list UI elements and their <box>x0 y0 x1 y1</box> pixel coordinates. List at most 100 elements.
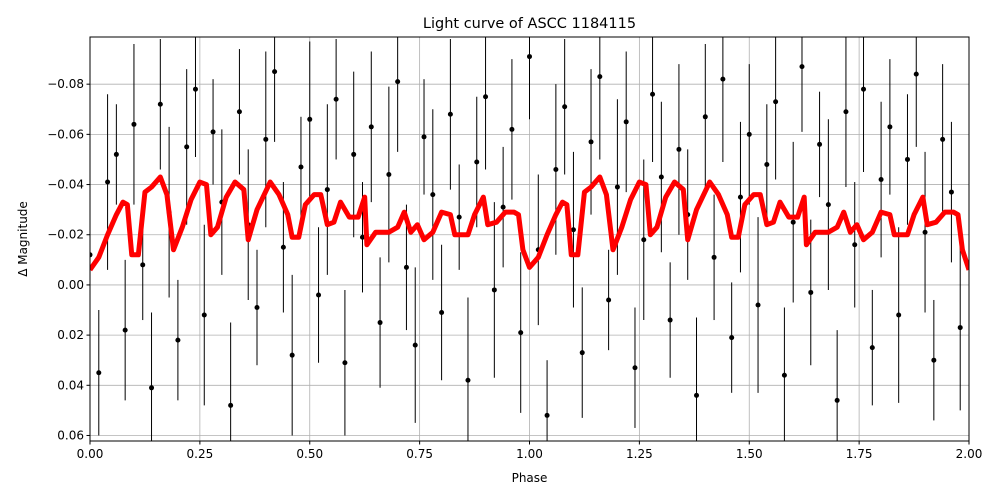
fit-curve <box>90 174 969 272</box>
data-point <box>403 264 409 270</box>
data-point <box>122 327 128 333</box>
data-point <box>439 310 445 316</box>
data-point <box>562 104 568 110</box>
x-tick-label: 1.00 <box>516 447 543 461</box>
ticks: 0.00 0.25 0.50 0.75 1.00 1.25 1.50 1.75 2.00 −0.0… <box>47 77 982 461</box>
data-point <box>236 109 242 115</box>
data-point <box>720 76 726 82</box>
data-point <box>773 99 779 105</box>
data-point <box>175 337 181 343</box>
x-tick-label: 0.25 <box>187 447 214 461</box>
data-point <box>588 139 594 145</box>
data-point <box>228 402 234 408</box>
data-point <box>395 79 401 85</box>
y-axis-label: Δ Magnitude <box>16 201 30 277</box>
data-point <box>447 111 453 117</box>
data-point <box>113 151 119 157</box>
data-point <box>386 172 392 178</box>
data-point <box>667 317 673 323</box>
data-point <box>781 372 787 378</box>
data-point <box>527 54 532 60</box>
data-point <box>201 312 207 318</box>
data-point <box>658 174 664 180</box>
y-tick-label: −0.02 <box>47 228 84 242</box>
data-point <box>298 164 304 170</box>
data-point <box>351 151 357 157</box>
data-point <box>324 187 330 193</box>
data-point <box>869 345 875 351</box>
data-point <box>817 141 823 147</box>
y-tick-label: 0.04 <box>57 378 84 392</box>
data-point <box>90 252 93 258</box>
data-point <box>570 227 576 233</box>
data-point <box>790 219 796 225</box>
data-point <box>948 189 954 195</box>
data-point <box>210 129 216 135</box>
data-point <box>606 297 612 303</box>
data-point <box>650 91 656 97</box>
data-point <box>764 161 770 167</box>
x-tick-label: 0.50 <box>296 447 323 461</box>
data-point <box>825 202 831 208</box>
data-point <box>922 229 928 235</box>
data-point <box>316 292 322 298</box>
data-point <box>729 335 735 341</box>
data-point <box>509 126 515 132</box>
x-tick-label: 0.00 <box>77 447 104 461</box>
data-point <box>957 325 963 331</box>
x-axis-label: Phase <box>512 471 548 485</box>
data-point <box>359 234 365 240</box>
data-point <box>263 136 269 142</box>
plot-area <box>90 37 969 441</box>
data-point <box>553 166 559 172</box>
data-point <box>694 392 700 398</box>
data-point <box>342 360 348 366</box>
data-point <box>623 119 629 125</box>
data-point <box>483 94 489 100</box>
data-point <box>412 342 418 348</box>
data-point <box>307 116 313 122</box>
data-point <box>843 109 849 115</box>
x-tick-label: 2.00 <box>956 447 983 461</box>
data-point <box>149 385 155 391</box>
data-point <box>368 124 374 130</box>
x-tick-label: 0.75 <box>406 447 433 461</box>
data-point <box>289 352 295 358</box>
data-point <box>131 121 137 127</box>
data-point <box>702 114 708 120</box>
x-tick-label: 1.50 <box>736 447 763 461</box>
data-point <box>755 302 761 308</box>
y-tick-label: 0.02 <box>57 328 84 342</box>
data-point <box>184 144 190 150</box>
data-point <box>597 74 603 80</box>
data-point <box>676 146 682 152</box>
data-point <box>280 244 286 250</box>
data-point <box>931 357 937 363</box>
data-point <box>632 365 638 371</box>
x-tick-label: 1.25 <box>626 447 653 461</box>
data-point <box>852 242 858 248</box>
x-tick-label: 1.75 <box>846 447 873 461</box>
data-point <box>614 184 620 190</box>
data-point <box>641 237 647 243</box>
data-point <box>272 69 278 75</box>
data-point <box>474 159 480 165</box>
data-point <box>544 412 550 418</box>
data-point <box>737 194 743 200</box>
data-point <box>940 136 946 142</box>
data-point <box>711 254 717 260</box>
y-tick-label: −0.04 <box>47 178 84 192</box>
data-point <box>192 86 198 92</box>
data-point <box>491 287 497 293</box>
y-tick-label: 0.00 <box>57 278 84 292</box>
data-point <box>456 214 462 220</box>
data-point <box>157 101 163 107</box>
data-point <box>377 320 383 326</box>
data-point <box>518 330 524 336</box>
data-point <box>913 71 919 77</box>
data-point <box>105 179 111 185</box>
data-point <box>96 370 102 376</box>
data-point <box>430 192 436 198</box>
data-point <box>500 204 506 210</box>
